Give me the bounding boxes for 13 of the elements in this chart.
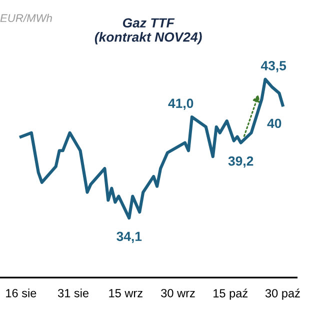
x-tick-label: 15 wrz: [109, 289, 142, 298]
x-tick-label: 15 paź: [214, 288, 248, 300]
annotation: 39,2: [228, 156, 254, 168]
x-tick-label: 16 sie: [6, 288, 36, 298]
x-tick-label: 30 paź: [265, 288, 300, 300]
annotation: 43,5: [260, 60, 286, 72]
chart-title: Gaz TTF (kontrakt NOV24): [94, 18, 202, 44]
annotation: 34,1: [116, 232, 142, 243]
x-tick-label: 31 sie: [58, 288, 89, 298]
annotation: 41,0: [168, 98, 194, 110]
annotation: 40: [267, 118, 282, 128]
text: EUR/MWh: [0, 14, 52, 22]
x-tick-label: 30 wrz: [161, 288, 195, 298]
